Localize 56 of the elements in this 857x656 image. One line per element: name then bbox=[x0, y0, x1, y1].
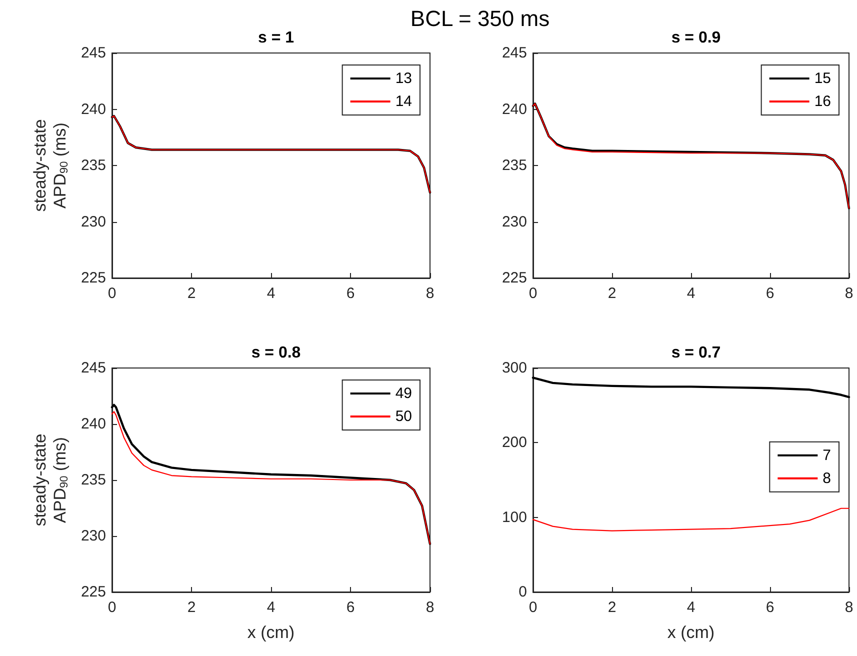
legend-label: 50 bbox=[395, 408, 412, 425]
legend-label: 14 bbox=[395, 93, 412, 110]
x-tick-label: 4 bbox=[266, 599, 276, 616]
x-tick-label: 8 bbox=[426, 285, 434, 302]
y-tick-label: 235 bbox=[80, 157, 106, 174]
y-tick-label: 230 bbox=[80, 528, 106, 544]
y-tick-label: 235 bbox=[80, 472, 106, 488]
x-tick-label: 6 bbox=[346, 599, 355, 616]
x-tick-label: 0 bbox=[528, 599, 538, 616]
y-tick-label: 230 bbox=[502, 213, 527, 230]
x-tick-label: 2 bbox=[608, 285, 616, 302]
x-tick-label: 6 bbox=[346, 285, 355, 302]
x-tick-label: 4 bbox=[266, 285, 276, 302]
line-series bbox=[532, 508, 850, 532]
legend-label: 15 bbox=[814, 70, 832, 87]
y-tick-label: 240 bbox=[80, 100, 106, 118]
y-tick-label: 245 bbox=[502, 44, 527, 62]
x-tick-label: 6 bbox=[766, 599, 774, 616]
x-tick-label: 8 bbox=[426, 599, 434, 616]
x-tick-label: 8 bbox=[844, 285, 854, 302]
y-tick-label: 225 bbox=[80, 584, 106, 600]
legend-label: 16 bbox=[814, 93, 832, 110]
legend-label: 7 bbox=[822, 446, 831, 464]
y-tick-label: 245 bbox=[80, 360, 106, 376]
x-tick-label: 0 bbox=[108, 599, 116, 616]
y-tick-label: 240 bbox=[502, 100, 527, 118]
x-tick-label: 2 bbox=[187, 599, 196, 616]
y-tick-label: 0 bbox=[518, 584, 527, 600]
x-tick-label: 8 bbox=[844, 599, 854, 616]
x-axis-title: x (cm) bbox=[667, 623, 715, 642]
x-tick-label: 0 bbox=[108, 285, 116, 302]
x-tick-label: 4 bbox=[686, 285, 696, 302]
x-tick-label: 2 bbox=[608, 599, 616, 616]
text: BCL = 350 ms bbox=[410, 6, 550, 31]
x-tick-label: 4 bbox=[686, 599, 696, 616]
x-axis-title: x (cm) bbox=[247, 623, 295, 642]
y-tick-label: 245 bbox=[80, 44, 106, 62]
chart-title: s = 0.9 bbox=[671, 30, 721, 46]
x-tick-label: 0 bbox=[528, 285, 538, 302]
y-tick-label: 225 bbox=[80, 270, 106, 286]
y-tick-label: 300 bbox=[502, 360, 527, 376]
line-series bbox=[532, 376, 850, 398]
y-tick-label: 100 bbox=[502, 508, 527, 526]
legend-label: 49 bbox=[395, 385, 412, 402]
x-tick-label: 6 bbox=[766, 285, 774, 302]
y-tick-label: 230 bbox=[80, 213, 106, 230]
x-tick-label: 2 bbox=[187, 285, 196, 302]
y-tick-label: 235 bbox=[502, 157, 527, 174]
legend-label: 8 bbox=[822, 470, 831, 487]
chart-title: s = 1 bbox=[258, 30, 294, 46]
chart-title: s = 0.8 bbox=[251, 344, 301, 362]
chart-title: s = 0.7 bbox=[671, 344, 721, 362]
y-tick-label: 225 bbox=[502, 270, 527, 286]
y-tick-label: 200 bbox=[502, 434, 527, 452]
legend-label: 13 bbox=[395, 70, 412, 87]
y-tick-label: 240 bbox=[80, 416, 106, 432]
